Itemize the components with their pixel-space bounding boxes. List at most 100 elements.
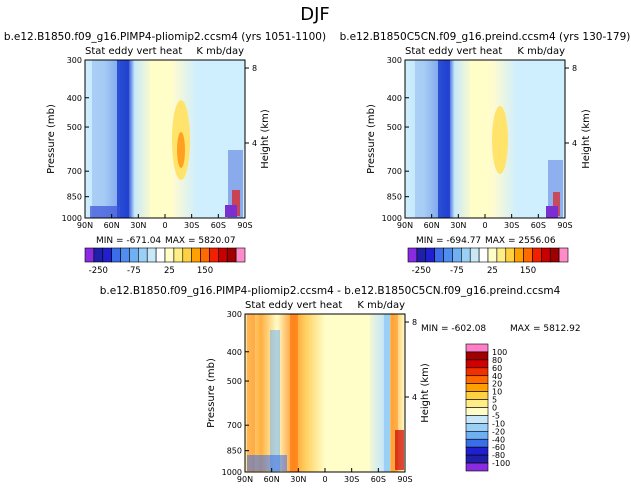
y-axis: 300 400 500 700 850 1000 <box>382 56 409 223</box>
colorbar-label: -80 <box>492 451 505 460</box>
colorbar-swatch <box>461 247 471 263</box>
y-tick-label: 300 <box>387 56 402 65</box>
y-axis-title: Pressure (mb) <box>46 104 57 174</box>
y2-axis-title: Height (km) <box>420 363 431 423</box>
colorbar-swatch <box>218 247 228 263</box>
colorbar-swatch <box>514 247 524 263</box>
colorbar-swatch <box>532 247 542 263</box>
colorbar-top-left: -250 -75 25 150 <box>84 247 246 276</box>
colorbar-swatch <box>465 415 489 424</box>
colorbar-label: 10 <box>492 388 502 397</box>
y2-axis: 84 <box>405 318 417 402</box>
colorbar-swatch <box>465 343 489 353</box>
colorbar-swatch <box>102 247 112 263</box>
y2-axis: 84 <box>245 64 257 148</box>
heatmap-band <box>290 314 298 472</box>
colorbar-label: -75 <box>127 266 141 276</box>
x-tick-label: 90N <box>237 475 253 484</box>
x-tick-label: 60N <box>424 221 440 230</box>
heatmap-field <box>405 60 565 218</box>
colorbar-swatch <box>93 247 104 263</box>
heatmap-band <box>546 206 558 218</box>
colorbar-top-right: -250 -75 25 150 <box>407 247 569 276</box>
colorbar-swatch <box>505 247 515 263</box>
colorbar-label: -100 <box>492 459 510 468</box>
y-tick-label: 850 <box>387 193 402 202</box>
colorbar-swatch <box>111 247 121 263</box>
heatmap-band <box>553 192 560 216</box>
panel-case-title: b.e12.B1850C5CN.f09_g16.preind.ccsm4 (yr… <box>340 31 631 43</box>
y-tick-label: 500 <box>387 123 402 132</box>
y2-tick-label: 4 <box>252 139 257 148</box>
x-tick-label: 90S <box>557 221 572 230</box>
x-tick-label: 90S <box>237 221 252 230</box>
panel-variable-label: Stat eddy vert heat <box>85 46 182 57</box>
colorbar-label: -40 <box>492 435 505 444</box>
colorbar-swatch <box>425 247 435 263</box>
panel-top-left: b.e12.B1850.f09_g16.PIMP4-pliomip2.ccsm4… <box>4 31 326 246</box>
panel-case-title: b.e12.B1850.f09_g16.PIMP4-pliomip2.ccsm4… <box>4 31 326 43</box>
x-tick-label: 30S <box>344 475 359 484</box>
colorbar-swatch <box>487 247 498 263</box>
heatmap-band <box>117 60 129 218</box>
colorbar-label: 5 <box>492 396 497 405</box>
colorbar-swatch <box>465 438 489 448</box>
x-tick-label: 30S <box>184 221 199 230</box>
colorbar-label: 40 <box>492 372 502 381</box>
colorbar-swatch <box>452 247 462 263</box>
x-axis: 90N 60N 30N 0 30S 60S 90S <box>237 468 413 484</box>
heatmap-band <box>340 314 370 472</box>
colorbar-label: 60 <box>492 364 502 373</box>
colorbar-swatch <box>146 247 157 263</box>
colorbar-swatch <box>155 247 166 263</box>
colorbar-swatch <box>523 247 533 263</box>
colorbar-swatch <box>173 247 184 263</box>
heatmap-band <box>438 60 450 218</box>
colorbar-swatch <box>465 454 489 464</box>
heatmap-band <box>470 60 490 218</box>
y2-axis: 84 <box>565 64 577 148</box>
panel-top-right: b.e12.B1850C5CN.f09_g16.preind.ccsm4 (yr… <box>340 31 631 246</box>
x-tick-label: 0 <box>482 221 487 230</box>
x-tick-label: 60N <box>104 221 120 230</box>
y-tick-label: 400 <box>227 348 242 357</box>
colorbar-label: 150 <box>520 266 536 276</box>
heatmap-band <box>270 330 280 472</box>
y2-axis-title: Height (km) <box>260 109 271 169</box>
panel-units-label: K mb/day <box>196 46 244 57</box>
colorbar-label: -10 <box>492 419 505 428</box>
y2-tick-label: 8 <box>412 318 417 327</box>
heatmap-band <box>225 205 237 217</box>
colorbar-swatch <box>549 247 560 263</box>
colorbar-swatch <box>138 247 148 263</box>
colorbar-swatch <box>209 247 219 263</box>
y-axis: 300 400 500 700 850 1000 <box>62 56 89 223</box>
colorbar-swatch <box>191 247 201 263</box>
colorbar-swatch <box>465 359 489 369</box>
y-tick-label: 1000 <box>62 214 82 223</box>
x-tick-label: 30N <box>450 221 466 230</box>
colorbar-label: 150 <box>197 266 213 276</box>
y-tick-label: 500 <box>227 377 242 386</box>
colorbar-label: -20 <box>492 427 505 436</box>
y-tick-label: 300 <box>67 56 82 65</box>
heatmap-field <box>85 60 245 218</box>
heatmap-band <box>232 190 240 216</box>
colorbar-swatch <box>407 247 418 263</box>
x-tick-label: 60N <box>264 475 280 484</box>
y-axis: 300 400 500 700 850 1000 <box>222 310 249 477</box>
y-tick-label: 850 <box>67 193 82 202</box>
panel-case-title: b.e12.B1850.f09_g16.PIMP4-pliomip2.ccsm4… <box>100 285 561 297</box>
y2-tick-label: 4 <box>412 393 417 402</box>
heatmap-field <box>245 314 405 472</box>
colorbar-label: -250 <box>412 266 431 276</box>
x-tick-label: 0 <box>162 221 167 230</box>
colorbar-label: -250 <box>89 266 108 276</box>
colorbar-swatch <box>465 462 489 472</box>
panel-units-label: K mb/day <box>517 46 565 57</box>
colorbar-label: 20 <box>492 380 502 389</box>
y-tick-label: 850 <box>227 447 242 456</box>
max-label: MAX = 2556.06 <box>485 236 556 246</box>
page-title: DJF <box>300 4 330 25</box>
